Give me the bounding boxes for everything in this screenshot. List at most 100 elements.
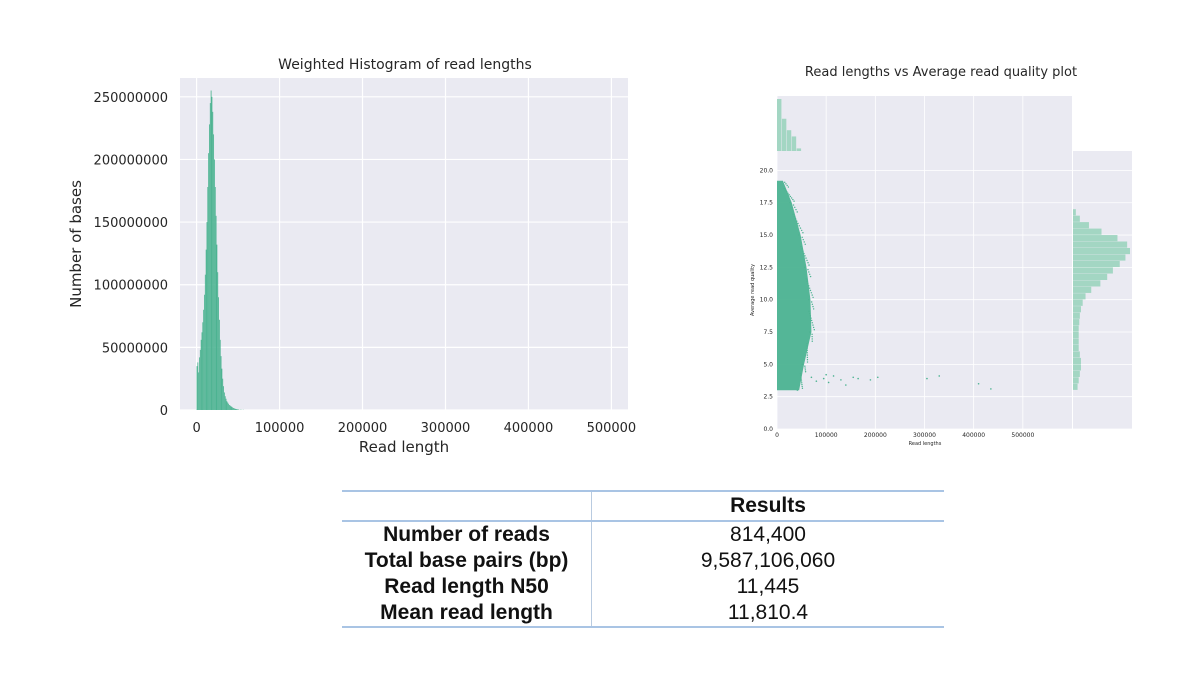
scatter-x-ticks: 0 100000 200000 300000 400000 500000 bbox=[775, 432, 1034, 439]
scatter-point bbox=[801, 387, 804, 390]
y-tick-label: 0 bbox=[160, 404, 168, 419]
histogram-bar bbox=[202, 322, 204, 410]
histogram-bar bbox=[212, 111, 214, 410]
histogram-bar bbox=[218, 319, 220, 410]
scatter-point bbox=[809, 273, 811, 275]
scatter-point bbox=[792, 198, 794, 201]
scatter-point bbox=[800, 374, 802, 377]
histogram-bar bbox=[237, 409, 239, 410]
histogram-bar bbox=[211, 96, 213, 410]
results-header-row: Results bbox=[342, 490, 944, 522]
histogram-bar bbox=[231, 406, 233, 410]
y-tick-label: 10.0 bbox=[760, 297, 774, 304]
scatter-point bbox=[799, 227, 802, 229]
histogram-bar bbox=[216, 244, 218, 410]
marginal-y-bar bbox=[1073, 319, 1080, 326]
scatter-point bbox=[802, 250, 804, 252]
scatter-point bbox=[786, 191, 788, 193]
x-tick-label: 100000 bbox=[255, 421, 305, 436]
marginal-y-bar bbox=[1073, 267, 1113, 274]
scatter-point bbox=[812, 305, 814, 308]
marginal-y-bar bbox=[1073, 215, 1080, 222]
marginal-y-bar bbox=[1073, 228, 1102, 235]
scatter-point bbox=[799, 372, 802, 375]
y-tick-label: 7.5 bbox=[763, 329, 773, 336]
histogram-bar bbox=[207, 186, 209, 410]
scatter-point bbox=[832, 375, 835, 377]
scatter-point bbox=[808, 285, 810, 287]
scatter-gridlines bbox=[776, 96, 1132, 430]
scatter-point bbox=[801, 385, 803, 388]
scatter-point bbox=[811, 338, 813, 340]
y-tick-label: 20.0 bbox=[760, 167, 774, 174]
x-tick-label: 200000 bbox=[338, 421, 388, 436]
scatter-point bbox=[804, 365, 806, 367]
marginal-y-bar bbox=[1073, 209, 1076, 216]
marginal-y-bar bbox=[1073, 351, 1080, 358]
histogram-bar bbox=[222, 378, 224, 410]
scatter-point bbox=[806, 345, 808, 347]
scatter-point bbox=[796, 220, 798, 222]
histogram-bar bbox=[209, 103, 211, 410]
histogram-bar bbox=[220, 356, 222, 410]
scatter-point bbox=[795, 208, 797, 211]
scatter-point bbox=[794, 206, 796, 209]
histogram-bar bbox=[198, 372, 200, 410]
scatter-point bbox=[805, 278, 807, 280]
marginal-y-bar bbox=[1073, 299, 1083, 306]
scatter-point bbox=[800, 376, 802, 378]
marginal-x-bar bbox=[791, 136, 797, 151]
scatter-y-ticks: 0.0 2.5 5.0 7.5 10.0 12.5 15.0 17.5 20.0 bbox=[760, 167, 774, 433]
scatter-point bbox=[796, 211, 798, 213]
scatter-point bbox=[804, 369, 807, 371]
scatter-point bbox=[815, 380, 818, 382]
scatter-point bbox=[811, 322, 814, 324]
scatter-point bbox=[804, 371, 807, 373]
weighted-histogram-chart: Weighted Histogram of read lengths 0 1000… bbox=[67, 57, 636, 456]
scatter-point bbox=[800, 229, 803, 232]
histogram-bar bbox=[215, 215, 217, 410]
scatter-point bbox=[803, 241, 805, 243]
scatter-point bbox=[813, 329, 815, 331]
scatter-point bbox=[808, 312, 811, 315]
row-value-read-length-n50: 11,445 bbox=[736, 575, 800, 598]
scatter-point bbox=[806, 354, 809, 356]
scatter-point bbox=[811, 303, 814, 306]
x-tick-label: 0 bbox=[775, 432, 779, 439]
results-table: Results Number of reads 814,400 Total ba… bbox=[342, 490, 944, 628]
scatter-point bbox=[801, 363, 803, 366]
scatter-point bbox=[810, 301, 813, 303]
marginal-y-bar bbox=[1073, 254, 1126, 261]
histogram-bar bbox=[233, 407, 234, 410]
scatter-point bbox=[804, 367, 806, 369]
scatter-title: Read lengths vs Average read quality plo… bbox=[805, 65, 1077, 80]
marginal-y-bar bbox=[1073, 344, 1079, 352]
scatter-point bbox=[808, 264, 810, 266]
histogram-bar bbox=[201, 332, 203, 410]
scatter-point bbox=[802, 238, 804, 241]
scatter-point bbox=[811, 333, 813, 336]
scatter-point bbox=[804, 255, 806, 257]
histogram-x-axis-label: Read length bbox=[359, 438, 449, 456]
scatter-point bbox=[807, 298, 810, 301]
scatter-point bbox=[977, 382, 980, 385]
histogram-y-axis-label: Number of bases bbox=[67, 180, 85, 308]
scatter-point bbox=[812, 324, 814, 326]
scatter-point bbox=[811, 340, 813, 342]
scatter-point bbox=[812, 308, 815, 310]
scatter-point bbox=[807, 282, 809, 285]
histogram-bar bbox=[236, 409, 238, 410]
scatter-point bbox=[809, 315, 812, 317]
scatter-point bbox=[801, 248, 803, 250]
table-row: Total base pairs (bp) 9,587,106,060 bbox=[342, 548, 944, 574]
histogram-bar bbox=[226, 401, 228, 410]
x-tick-label: 0 bbox=[192, 421, 200, 436]
marginal-y-bar bbox=[1073, 306, 1081, 313]
scatter-point bbox=[783, 187, 785, 190]
scatter-point bbox=[990, 388, 992, 390]
y-tick-label: 100000000 bbox=[94, 279, 168, 294]
histogram-bar bbox=[210, 90, 212, 410]
histogram-bar bbox=[219, 339, 221, 410]
histogram-bar bbox=[214, 159, 215, 410]
marginal-y-bar bbox=[1073, 370, 1080, 377]
